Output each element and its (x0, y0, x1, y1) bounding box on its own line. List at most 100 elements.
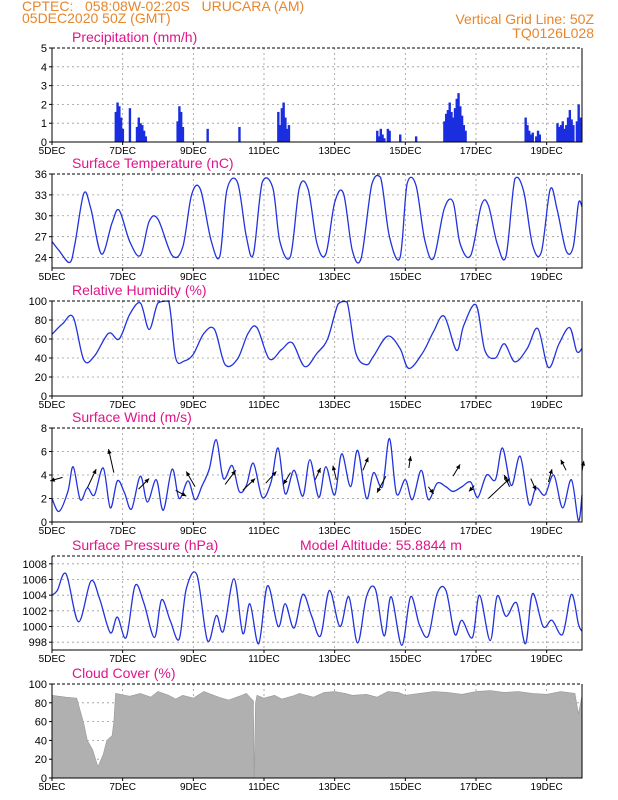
precip-bar (287, 125, 291, 142)
precip-bar (450, 111, 453, 142)
frame (51, 174, 583, 269)
x-tick-label: 5DEC (39, 272, 66, 283)
wind-arrow-head (271, 471, 277, 477)
y-tick-label: 0 (41, 391, 47, 403)
y-tick-label: 4 (41, 62, 47, 74)
y-tick-label: 33 (35, 190, 47, 202)
panel-pres: 998 1000 1002 1004 1006 1008 5DEC 7DEC 9DEC 11DEC… (23, 537, 583, 665)
y-tick-label: 100 (29, 679, 47, 691)
precip-bar (179, 111, 183, 142)
panel-title: Cloud Cover (%) (72, 665, 175, 681)
precip-bar (144, 136, 148, 142)
wind-arrow-head (468, 486, 474, 492)
precip-bar (280, 108, 284, 142)
y-tick-label: 2 (41, 494, 47, 506)
x-tick-label: 7DEC (109, 654, 136, 665)
precip-bar (383, 138, 386, 142)
precip-bar (531, 132, 534, 142)
precip-bar (414, 136, 418, 142)
precip-bar (572, 125, 575, 142)
panel-title: Precipitation (mm/h) (72, 29, 197, 45)
wind-arrow-head (181, 492, 187, 497)
precip-bar (139, 123, 142, 142)
wind-arrow-head (364, 457, 369, 463)
x-tick-label: 13DEC (319, 654, 351, 665)
precip-bar (446, 110, 450, 142)
x-tick-label: 17DEC (460, 146, 492, 157)
wind-arrow-head (532, 485, 537, 491)
x-tick-label: 19DEC (531, 654, 563, 665)
panel-title: Relative Humidity (%) (72, 282, 207, 298)
panel-title: Surface Wind (m/s) (72, 409, 192, 425)
precip-bar (137, 117, 140, 142)
x-tick-label: 11DEC (248, 146, 280, 157)
y-tick-label: 60 (35, 334, 47, 346)
precip-bar (176, 121, 179, 142)
precip-bar (142, 130, 146, 142)
x-tick-label: 5DEC (39, 654, 66, 665)
x-tick-label: 9DEC (180, 654, 207, 665)
precip-bar (529, 134, 533, 142)
precip-bar (116, 102, 119, 142)
wind-arrow (488, 478, 510, 499)
panel-precip: 0 1 2 3 4 5 5DEC 7DEC 9DEC 11DEC 13DEC 15DEC 17DEC 19… (39, 29, 583, 157)
y-tick-label: 40 (35, 353, 47, 365)
y-tick-label: 1 (41, 118, 47, 130)
y-tick-label: 1006 (23, 575, 47, 587)
x-tick-label: 11DEC (248, 526, 280, 537)
precip-bar (119, 117, 123, 142)
precip-bar (453, 108, 457, 142)
y-tick-label: 27 (35, 232, 47, 244)
x-tick-label: 11DEC (248, 782, 280, 793)
precip-bar (577, 104, 580, 142)
wind-arrow-head (316, 467, 321, 473)
y-tick-label: 1002 (23, 606, 47, 618)
x-tick-label: 19DEC (531, 400, 563, 411)
y-tick-label: 36 (35, 169, 47, 181)
x-tick-label: 11DEC (248, 400, 280, 411)
panel-temp: 24 27 30 33 36 5DEC 7DEC 9DEC 11DEC 13DEC 15DEC 17D… (35, 155, 583, 283)
precip-bar (460, 115, 464, 142)
x-tick-label: 13DEC (319, 782, 351, 793)
y-tick-label: 80 (35, 698, 47, 710)
x-tick-label: 7DEC (109, 526, 136, 537)
precip-bar (524, 117, 527, 142)
precip-bar (566, 117, 570, 142)
frame (51, 48, 583, 143)
precip-bar (388, 130, 391, 142)
x-tick-label: 15DEC (389, 146, 421, 157)
y-tick-label: 24 (35, 253, 47, 265)
panel-rh: 0 20 40 60 80 100 5DEC 7DEC 9DEC 11DEC 13DEC 15DEC 1… (29, 282, 583, 411)
precip-bar (377, 136, 381, 142)
x-tick-label: 9DEC (180, 272, 207, 283)
precip-bar (444, 113, 448, 142)
y-tick-label: 5 (41, 43, 47, 55)
wind-arrow-head (231, 470, 236, 476)
x-tick-label: 5DEC (39, 400, 66, 411)
wind-arrow-head (377, 487, 382, 493)
x-tick-label: 13DEC (319, 526, 351, 537)
header-datetime: 05DEC2020 50Z (GMT) (22, 10, 171, 26)
precip-bar (278, 125, 282, 142)
precip-bar (575, 121, 579, 142)
precip-bar (561, 121, 564, 142)
x-tick-label: 19DEC (531, 526, 563, 537)
x-tick-label: 5DEC (39, 782, 66, 793)
x-tick-label: 15DEC (389, 526, 421, 537)
precip-bar (121, 128, 125, 142)
wind-arrow-head (407, 456, 413, 461)
precip-bar (535, 136, 538, 142)
y-tick-label: 60 (35, 717, 47, 729)
panel-title: Surface Temperature (nC) (72, 155, 234, 171)
wind-arrow-head (50, 477, 56, 482)
precip-bar (556, 123, 559, 142)
wind-arrow-head (560, 459, 565, 465)
panel-wind: 0 2 4 6 8 5DEC 7DEC 9DEC 11DEC 13DEC 15DEC 17DEC 19D… (39, 409, 586, 537)
x-tick-label: 15DEC (389, 782, 421, 793)
wind-arrow-head (283, 479, 288, 485)
wind-arrow-head (144, 478, 150, 484)
precip-bar (536, 130, 540, 142)
panel-title: Surface Pressure (hPa) (72, 537, 218, 553)
precip-bar (399, 134, 402, 142)
precip-bar (285, 128, 289, 142)
